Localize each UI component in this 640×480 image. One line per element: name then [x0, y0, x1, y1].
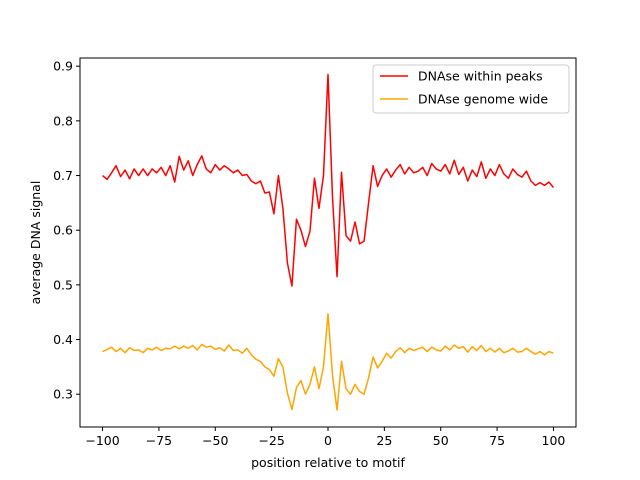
x-tick-label: 50: [433, 433, 449, 448]
x-tick-label: −50: [202, 433, 228, 448]
x-tick-label: 25: [376, 433, 392, 448]
x-axis-label: position relative to motif: [251, 455, 405, 470]
y-tick-label: 0.4: [53, 332, 73, 347]
y-tick-label: 0.5: [53, 277, 73, 292]
y-tick-label: 0.8: [53, 113, 73, 128]
series-line-0: [102, 73, 555, 287]
x-tick-label: 75: [489, 433, 505, 448]
legend-label-peaks: DNAse within peaks: [418, 69, 543, 84]
y-tick-label: 0.3: [53, 387, 73, 402]
x-tick-label: −25: [258, 433, 284, 448]
legend-box: [372, 64, 570, 114]
x-tick-label: −75: [146, 433, 172, 448]
legend: DNAse within peaks DNAse genome wide: [372, 64, 570, 114]
y-tick-label: 0.7: [53, 168, 73, 183]
x-tick-label: 100: [542, 433, 566, 448]
y-tick-label: 0.6: [53, 223, 73, 238]
y-tick-label: 0.9: [53, 59, 73, 74]
x-tick-label: −100: [85, 433, 119, 448]
y-axis-label: average DNA signal: [28, 181, 43, 305]
x-axis: −100 −75 −50 −25 0 25 50 75 100: [85, 427, 565, 448]
lines-layer: [102, 73, 555, 411]
series-line-1: [102, 313, 554, 411]
x-tick-label: 0: [324, 433, 332, 448]
legend-label-genome: DNAse genome wide: [418, 92, 548, 107]
y-axis: 0.3 0.4 0.5 0.6 0.7 0.8 0.9: [53, 59, 80, 402]
